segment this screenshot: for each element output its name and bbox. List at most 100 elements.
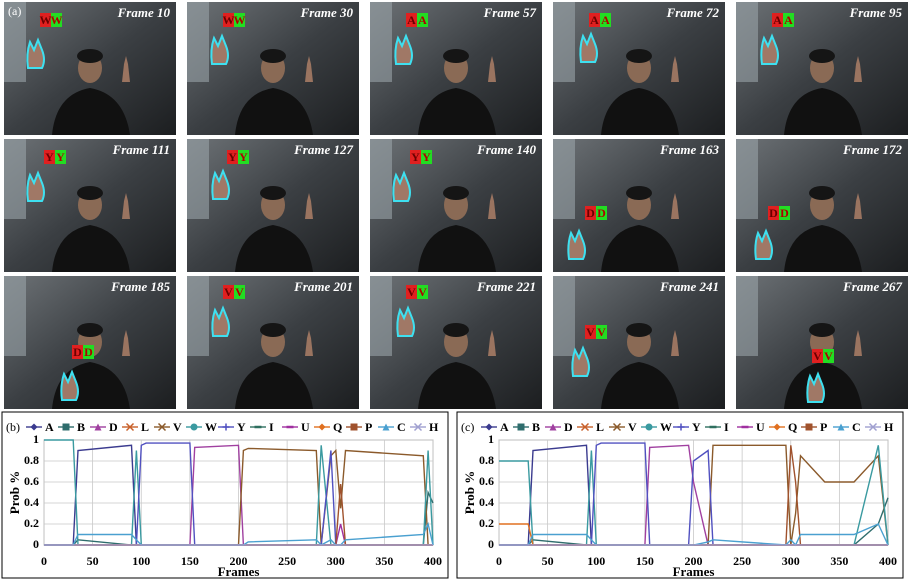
true-letter: D	[84, 345, 93, 359]
legend-marker	[678, 424, 685, 431]
predicted-letter: D	[73, 345, 82, 359]
legend-label: B	[77, 420, 85, 434]
predicted-letter: V	[224, 285, 233, 299]
panel-label: (a)	[8, 4, 21, 18]
frame-label: Frame 72	[666, 5, 720, 20]
x-tick-label: 350	[830, 554, 848, 568]
legend-marker	[351, 424, 358, 431]
x-axis-label: Frames	[673, 564, 715, 579]
photo-frame: YYFrame 140	[370, 139, 542, 272]
legend-entry: V	[609, 420, 637, 434]
y-tick-label: 0.2	[479, 516, 494, 530]
legend-label: A	[45, 420, 54, 434]
figure: WWFrame 10WWFrame 30AAFrame 57AAFrame 72…	[0, 0, 908, 580]
legend-label: I	[724, 420, 729, 434]
legend-entry: C	[833, 420, 861, 434]
photo-frame: YY Frame 127	[187, 139, 359, 272]
y-tick-label: 0	[33, 537, 39, 551]
legend-label: A	[500, 420, 509, 434]
window	[736, 276, 758, 356]
true-letter: V	[235, 285, 244, 299]
true-letter: A	[601, 13, 610, 27]
photo-frame: AAFrame 95	[736, 2, 908, 135]
true-letter: A	[784, 13, 793, 27]
window	[736, 139, 758, 219]
window	[4, 276, 26, 356]
legend-entry: Y	[673, 420, 701, 434]
x-tick-label: 50	[87, 554, 99, 568]
legend-marker	[518, 424, 525, 431]
window	[553, 139, 575, 219]
legend-entry: L	[122, 420, 149, 434]
legend-label: V	[173, 420, 182, 434]
legend-label: P	[820, 420, 827, 434]
frame-label: Frame 172	[842, 142, 902, 157]
legend-label: U	[756, 420, 765, 434]
person-cap	[443, 186, 469, 200]
true-letter: Y	[56, 150, 65, 164]
photo-frame: DDFrame 185	[4, 276, 176, 409]
x-tick-label: 0	[41, 554, 47, 568]
legend-label: I	[269, 420, 274, 434]
true-letter: V	[597, 325, 606, 339]
person-cap	[260, 186, 286, 200]
legend-marker	[63, 424, 70, 431]
true-letter: D	[597, 206, 606, 220]
photo-frame: VVFrame 201	[187, 276, 359, 409]
legend-label: V	[628, 420, 637, 434]
y-tick-label: 0.4	[479, 495, 494, 509]
predicted-letter: A	[590, 13, 599, 27]
person-cap	[77, 186, 103, 200]
predicted-letter: Y	[45, 150, 54, 164]
legend-entry: A	[26, 420, 54, 434]
legend-marker	[319, 424, 326, 431]
frame-label: Frame 10	[117, 5, 171, 20]
frame-label: Frame 163	[659, 142, 719, 157]
photo-frame: VVFrame 267	[736, 276, 908, 409]
y-axis-label: Prob %	[462, 471, 477, 514]
legend-entry: C	[378, 420, 406, 434]
person-cap	[260, 49, 286, 63]
y-tick-label: 0.8	[479, 453, 494, 467]
legend-label: P	[365, 420, 372, 434]
person-cap	[626, 49, 652, 63]
window	[370, 139, 392, 219]
x-tick-label: 50	[542, 554, 554, 568]
window	[553, 2, 575, 82]
window	[370, 2, 392, 82]
y-tick-label: 0.6	[479, 474, 494, 488]
predicted-letter: Y	[411, 150, 420, 164]
legend-entry: B	[513, 420, 540, 434]
legend-label: C	[852, 420, 861, 434]
legend-label: Y	[237, 420, 246, 434]
y-tick-label: 0	[488, 537, 494, 551]
true-letter: A	[418, 13, 427, 27]
legend-marker	[774, 424, 781, 431]
predicted-letter: Y	[228, 150, 237, 164]
legend-label: U	[301, 420, 310, 434]
legend-entry: H	[410, 420, 439, 434]
true-letter: Y	[239, 150, 248, 164]
true-letter: D	[780, 206, 789, 220]
window	[370, 276, 392, 356]
frame-label: Frame 127	[293, 142, 353, 157]
y-tick-label: 1	[488, 432, 494, 446]
legend-entry: P	[346, 420, 372, 434]
legend-entry: Q	[314, 420, 342, 434]
x-tick-label: 400	[424, 554, 442, 568]
photo-frame: WWFrame 30	[187, 2, 359, 135]
legend-entry: H	[865, 420, 894, 434]
panel-label: (c)	[461, 420, 474, 434]
x-tick-label: 300	[327, 554, 345, 568]
legend-label: Y	[692, 420, 701, 434]
x-tick-label: 400	[879, 554, 897, 568]
window	[187, 139, 209, 219]
x-tick-label: 250	[278, 554, 296, 568]
legend-marker	[191, 424, 198, 431]
legend-entry: B	[58, 420, 85, 434]
legend-entry: L	[577, 420, 604, 434]
y-tick-label: 0.6	[24, 474, 39, 488]
